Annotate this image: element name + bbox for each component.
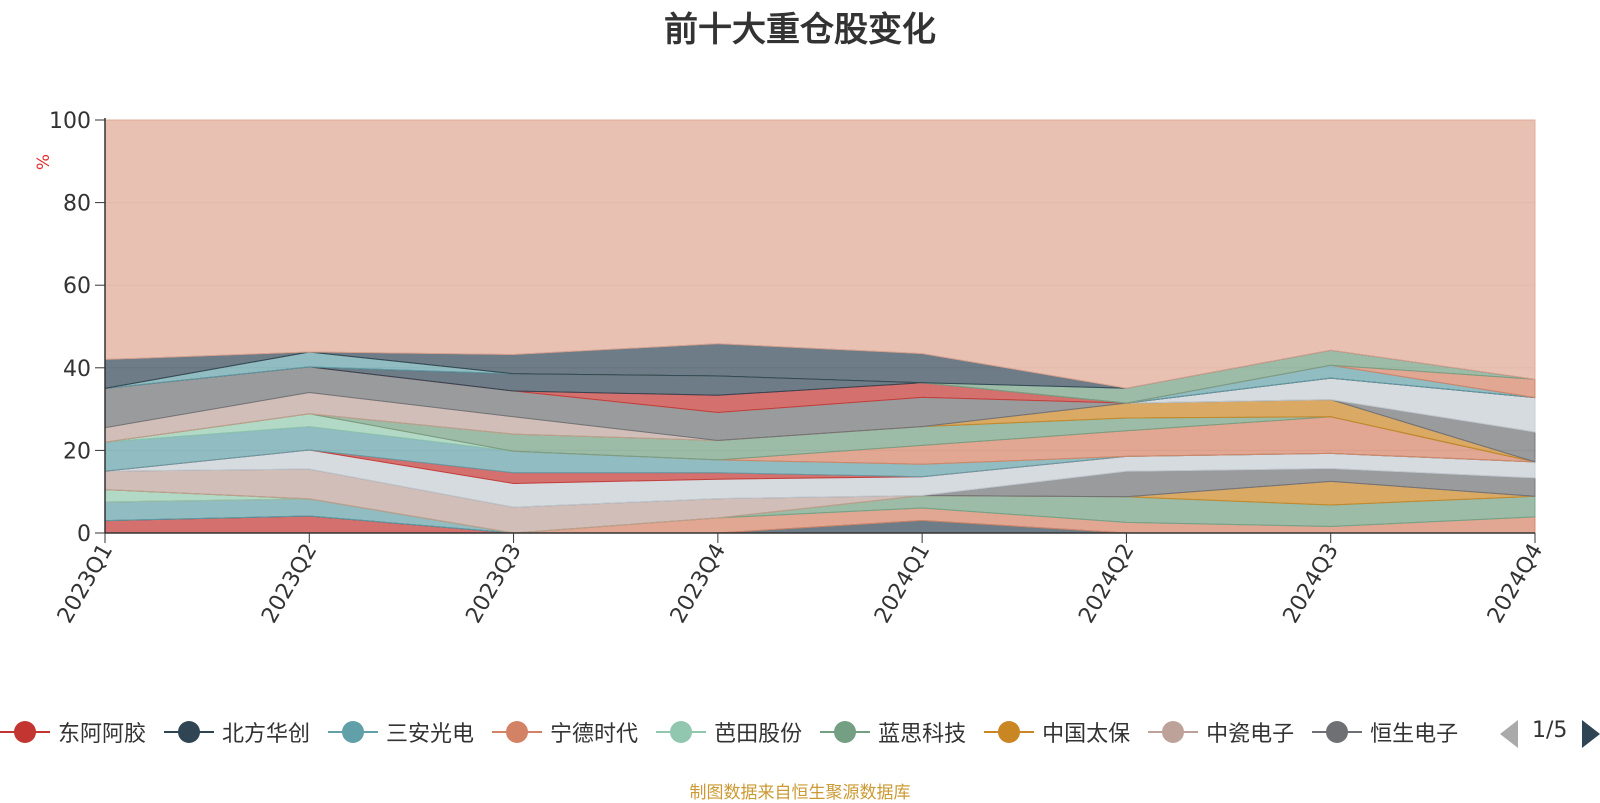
legend-label: 中瓷电子 <box>1206 722 1295 747</box>
legend-marker-icon <box>328 719 379 745</box>
legend-item[interactable]: 宁德时代 <box>492 716 638 748</box>
x-tick-label: 2024Q4 <box>1483 540 1548 628</box>
legend-label: 宁德时代 <box>550 722 639 747</box>
legend-marker-icon <box>984 719 1035 745</box>
legend-label: 蓝思科技 <box>878 722 967 747</box>
legend-label: 恒生电子 <box>1370 722 1459 747</box>
legend-item[interactable]: 芭田股份 <box>656 716 802 748</box>
x-tick-label: 2024Q2 <box>1074 540 1139 628</box>
legend-next-page-icon[interactable] <box>1582 720 1600 748</box>
legend-marker-icon <box>492 719 543 745</box>
y-tick-label: 60 <box>63 274 91 299</box>
y-tick-label: 100 <box>49 109 91 134</box>
legend-item[interactable]: 恒生电子 <box>1312 716 1458 748</box>
legend-marker-icon <box>164 719 215 745</box>
legend-label: 芭田股份 <box>714 722 803 747</box>
legend-label: 三安光电 <box>386 722 475 747</box>
y-tick-label: 20 <box>63 439 91 464</box>
legend-item[interactable]: 东阿阿胶 <box>0 716 146 748</box>
chart-title: 前十大重仓股变化 <box>664 10 936 50</box>
y-axis-label: % <box>34 154 54 170</box>
legend-page-indicator: 1/5 <box>1532 718 1568 743</box>
legend-item[interactable]: 北方华创 <box>164 716 310 748</box>
y-tick-label: 0 <box>77 522 91 547</box>
x-tick-label: 2023Q4 <box>666 540 731 628</box>
legend-item[interactable]: 三安光电 <box>328 716 474 748</box>
y-tick-label: 80 <box>63 192 91 217</box>
stacked-area-chart: 0 20 40 60 80 100 2023Q1 2023Q2 2023Q3 2023Q4 2024… <box>34 109 1548 628</box>
legend-item[interactable]: 中国太保 <box>984 716 1130 748</box>
legend-item[interactable]: 蓝思科技 <box>820 716 966 748</box>
x-tick-label: 2023Q2 <box>257 540 322 628</box>
data-source-note: 制图数据来自恒生聚源数据库 <box>689 783 911 803</box>
x-tick-label: 2023Q1 <box>53 540 118 628</box>
legend-marker-icon <box>820 719 871 745</box>
legend-marker-icon <box>1148 719 1199 745</box>
legend-marker-icon <box>656 719 707 745</box>
x-tick-label: 2024Q3 <box>1279 540 1344 628</box>
legend-item[interactable]: 中瓷电子 <box>1148 716 1294 748</box>
legend-pager: 1/5 <box>1500 718 1600 748</box>
legend-label: 东阿阿胶 <box>58 722 147 747</box>
legend-prev-page-icon[interactable] <box>1500 720 1518 748</box>
y-tick-label: 40 <box>63 357 91 382</box>
x-tick-label: 2023Q3 <box>461 540 526 628</box>
x-tick-label: 2024Q1 <box>870 540 935 628</box>
legend-marker-icon <box>1312 719 1363 745</box>
area-series-group <box>104 119 1536 534</box>
legend-marker-icon <box>0 719 50 745</box>
area-series-其他合计[interactable] <box>104 119 1536 389</box>
legend-label: 中国太保 <box>1042 722 1131 747</box>
legend-label: 北方华创 <box>222 722 311 747</box>
legend: 东阿阿胶 北方华创 三安光电 宁德时代 芭田股份 蓝思科技 中国太保 中瓷电子 恒生电子 <box>0 712 1480 752</box>
